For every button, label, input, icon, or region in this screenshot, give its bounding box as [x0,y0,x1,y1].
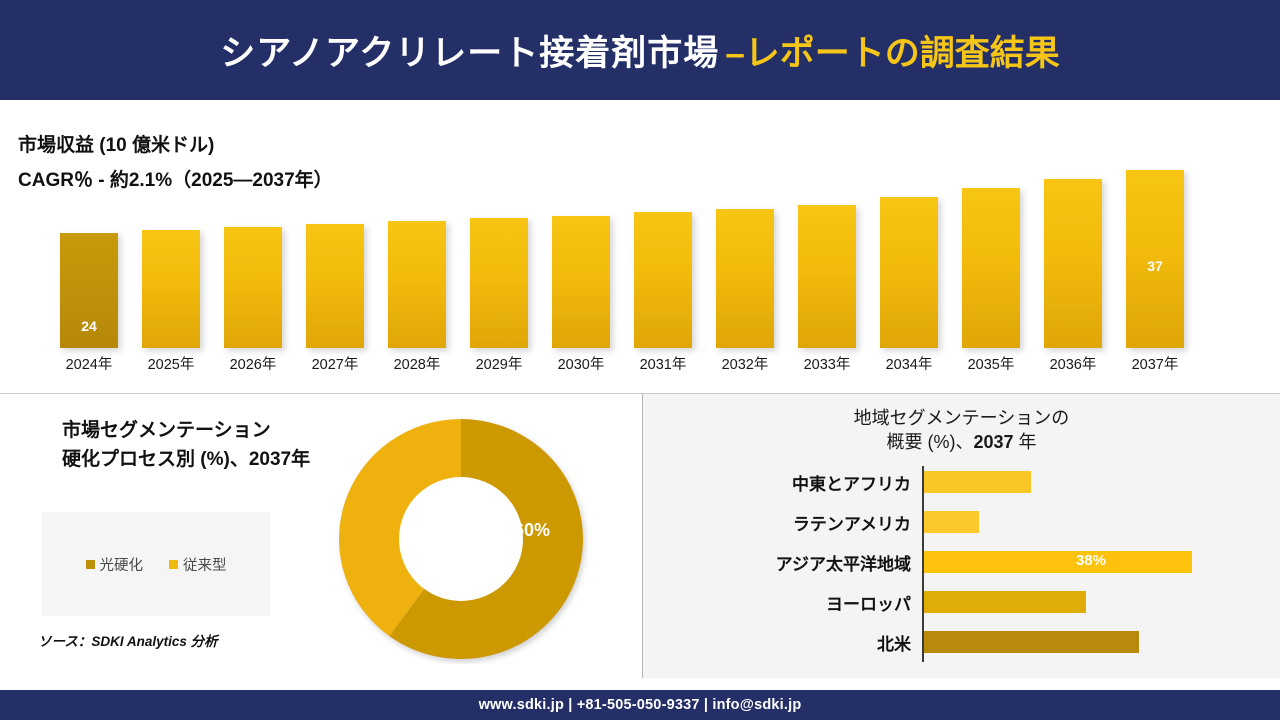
revenue-bar [552,216,610,348]
region-bar-value: 38% [1075,552,1106,569]
region-bar [924,471,1031,493]
regional-title-line2: 概要 (%)、2037 年 [643,430,1280,454]
legend-label-0: 光硬化 [99,557,144,574]
segmentation-title-line2: 硬化プロセス別 (%)、2037年 [62,449,311,471]
page-title: シアノアクリレート接着剤市場 [220,33,720,73]
region-row: ヨーロッパ [643,582,1280,622]
region-label: 北米 [877,634,911,654]
legend-item-0: 光硬化 [85,554,144,575]
revenue-bar-column: 2030年 [540,148,622,373]
revenue-bar-category-label: 2024年 [65,357,113,373]
region-label: ラテンアメリカ [792,514,911,534]
revenue-bar-column: 2026年 [212,148,294,373]
revenue-bar-column: 2025年 [130,148,212,373]
revenue-bar [224,227,282,348]
revenue-bar-category-label: 2030年 [557,357,605,373]
market-revenue-captions: 市場収益 (10 億米ドル) CAGR％ - 約2.1%（2025―2037年） [18,136,333,206]
legend-swatch-icon-1 [169,559,178,569]
donut-chart: 60% [328,414,598,664]
donut-chart-svg [338,419,583,659]
footer-contact-text: www.sdki.jp | +81-505-050-9337 | info@sd… [478,697,802,713]
revenue-bar-category-label: 2028年 [393,357,441,373]
legend-item-1: 従来型 [169,554,227,575]
legend-swatch-icon-0 [85,559,95,569]
header-underline [0,100,1280,108]
regional-title-post: 年 [1013,432,1037,453]
regional-title-line1: 地域セグメンテーションの [853,408,1070,428]
revenue-bar-category-label: 2032年 [721,357,769,373]
revenue-bar-category-label: 2033年 [803,357,851,373]
revenue-bar [306,224,364,348]
region-row: 北米 [643,622,1280,662]
revenue-bar [798,205,856,348]
page-title-accent: –レポートの調査結果 [725,33,1060,73]
section-divider [0,393,1280,394]
revenue-bar-category-label: 2036年 [1049,357,1097,373]
region-bar [924,631,1139,653]
revenue-bar-column: 24 2024年 [48,148,130,373]
revenue-bar-column: 2031年 [622,148,704,373]
header-title-wrap: シアノアクリレート接着剤市場 –レポートの調査結果 [220,25,1060,76]
region-row: 中東とアフリカ [643,462,1280,502]
source-note: ソース：SDKI Analytics 分析 [38,634,218,649]
revenue-bar [142,230,200,348]
region-label: アジア太平洋地域 [775,554,911,574]
revenue-bar-column: 2027年 [294,148,376,373]
donut-hole [399,477,523,601]
revenue-caption-unit: 市場収益 (10 億米ドル) [18,135,215,156]
revenue-bar [1044,179,1102,348]
segmentation-legend: 光硬化 従来型 [42,512,270,616]
segmentation-title: 市場セグメンテーション 硬化プロセス別 (%)、2037年 [62,416,362,475]
revenue-bar: 37 [1126,170,1184,348]
revenue-bar-category-label: 2035年 [967,357,1015,373]
revenue-bar-value: 37 [1147,258,1163,274]
revenue-bar-chart: 24 2024年 2025年 2026年 2027年 2028年 2029年 2030年 203… [0,108,1280,393]
regional-title-pre: 概要 (%)、 [886,432,974,453]
region-label: 中東とアフリカ [792,474,911,494]
legend-label-1: 従来型 [183,557,227,574]
revenue-bar-column: 2032年 [704,148,786,373]
revenue-bar-category-label: 2037年 [1131,357,1179,373]
revenue-bar-column: 37 2037年 [1114,148,1196,373]
regional-title-year: 2037 [973,432,1014,453]
revenue-bar-column: 2029年 [458,148,540,373]
revenue-bar-column: 2036年 [1032,148,1114,373]
region-bar: 38% [924,551,1192,573]
region-row: アジア太平洋地域 38% [643,542,1280,582]
revenue-bar-category-label: 2029年 [475,357,523,373]
market-revenue-section: 市場収益 (10 億米ドル) CAGR％ - 約2.1%（2025―2037年）… [0,108,1280,393]
revenue-bar-column: 2034年 [868,148,950,373]
regional-title: 地域セグメンテーションの 概要 (%)、2037 年 [643,406,1280,455]
regional-segmentation-panel: 地域セグメンテーションの 概要 (%)、2037 年 中東とアフリカ ラテンアメリ… [642,394,1280,678]
revenue-bar-category-label: 2031年 [639,357,687,373]
donut-value-label: 60% [514,520,551,540]
revenue-bar-category-label: 2034年 [885,357,933,373]
region-label: ヨーロッパ [826,594,911,614]
revenue-bar-category-label: 2026年 [229,357,277,373]
region-row: ラテンアメリカ [643,502,1280,542]
revenue-bar [716,209,774,348]
revenue-bar-column: 2033年 [786,148,868,373]
page-header: シアノアクリレート接着剤市場 –レポートの調査結果 [0,0,1280,100]
revenue-bar-column: 2035年 [950,148,1032,373]
revenue-bar: 24 [60,233,118,348]
revenue-bar [880,197,938,348]
revenue-bar [388,221,446,348]
revenue-bar-column: 2028年 [376,148,458,373]
donut-slice-conventional [338,419,461,637]
revenue-bar-value: 24 [81,318,97,334]
revenue-caption-cagr: CAGR％ - 約2.1%（2025―2037年） [18,170,333,191]
regional-axis-line [922,466,924,662]
revenue-bar-category-label: 2027年 [311,357,359,373]
region-bar [924,591,1086,613]
revenue-bar [470,218,528,348]
revenue-bar-category-label: 2025年 [147,357,195,373]
revenue-bar [634,212,692,348]
segmentation-title-line1: 市場セグメンテーション [62,420,271,441]
revenue-bar [962,188,1020,348]
regional-bar-chart: 中東とアフリカ ラテンアメリカアジア太平洋地域 38% ヨーロッパ北米 [643,462,1280,668]
region-bar [924,511,979,533]
page-footer: www.sdki.jp | +81-505-050-9337 | info@sd… [0,690,1280,720]
market-segmentation-panel: 市場セグメンテーション 硬化プロセス別 (%)、2037年 光硬化 従来型 60 [0,394,641,678]
